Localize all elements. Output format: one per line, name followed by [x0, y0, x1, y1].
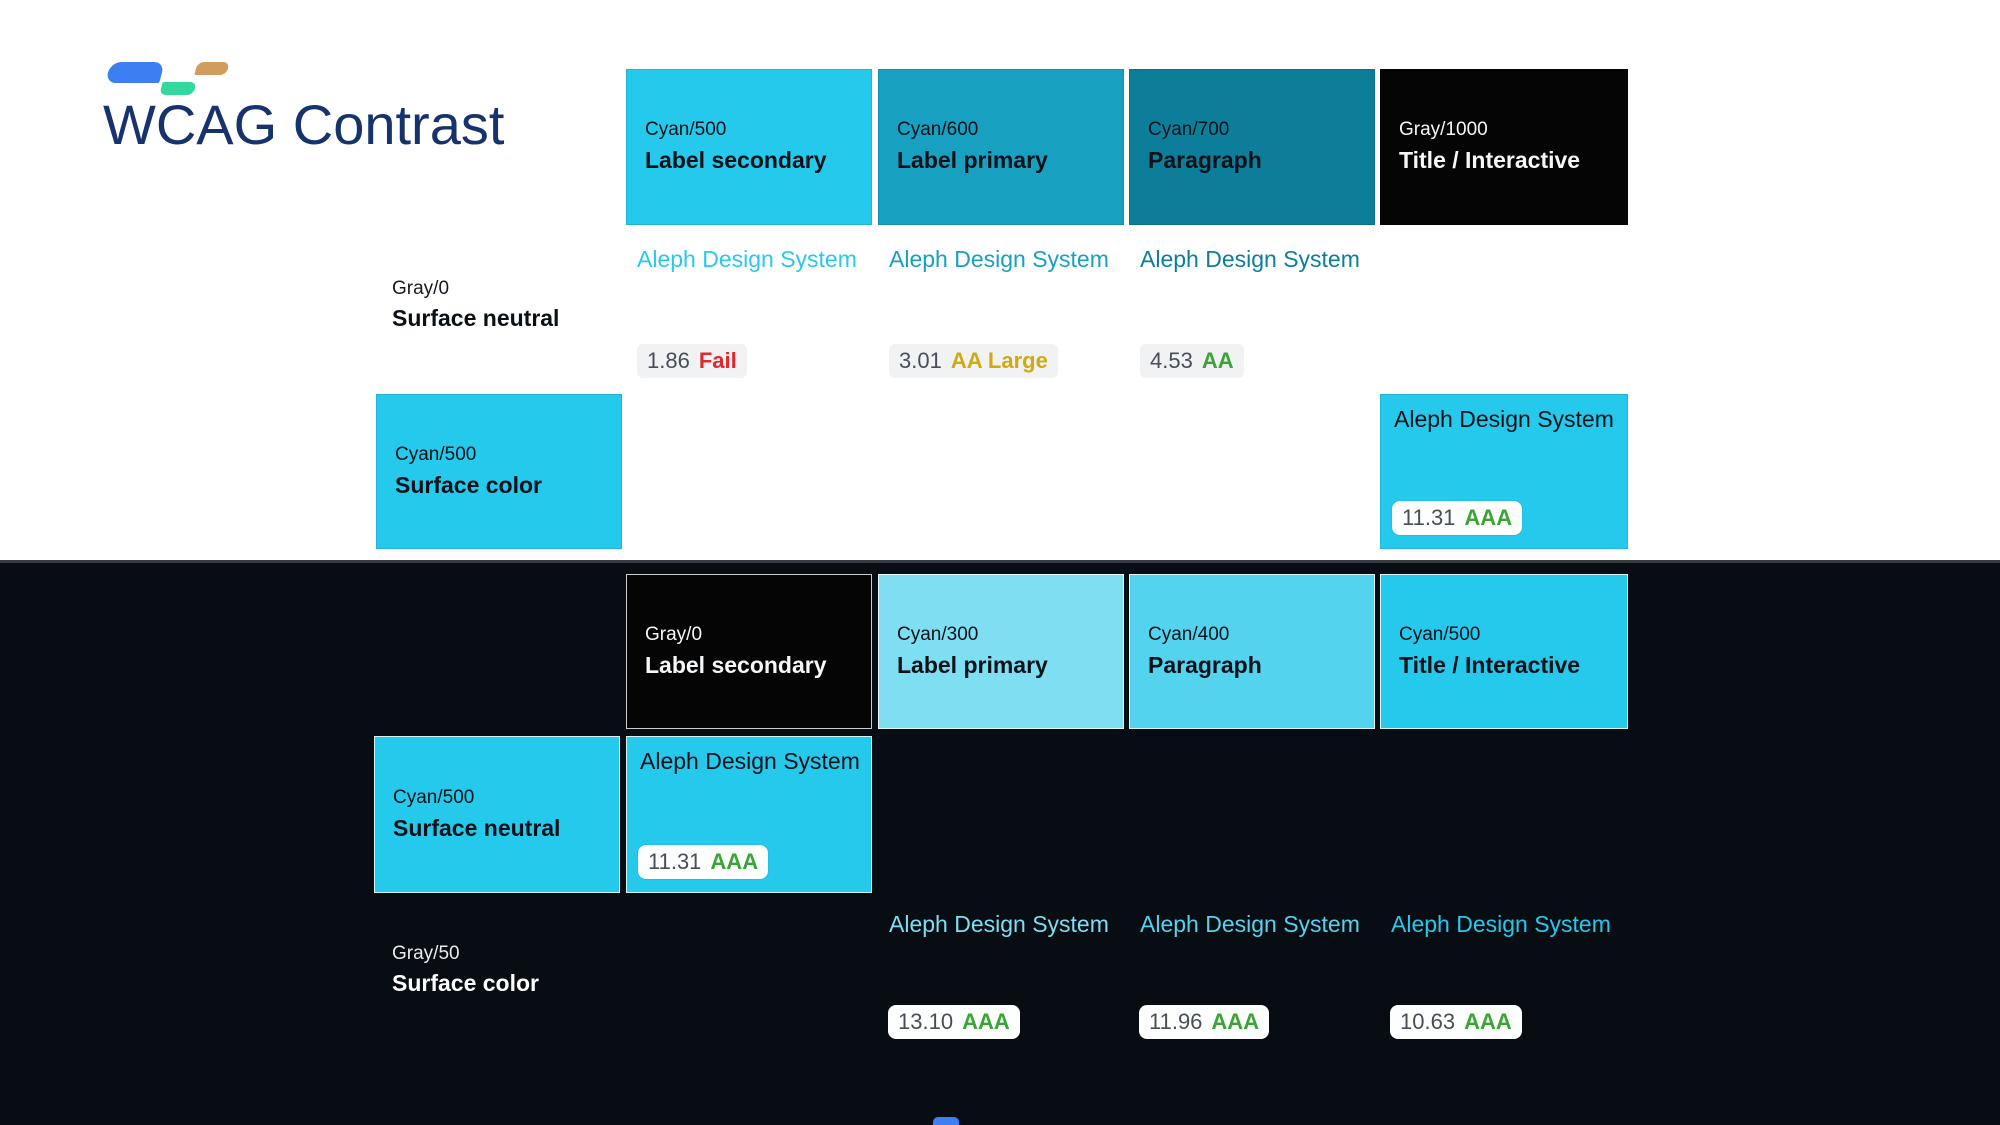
color-swatch-cyan-700-paragraph: Cyan/700 Paragraph: [1129, 69, 1375, 225]
contrast-badge-aaa: 10.63 AAA: [1390, 1005, 1522, 1039]
swatch-role-label: Paragraph: [1148, 651, 1262, 678]
contrast-badge-aaa: 11.96 AAA: [1139, 1005, 1270, 1039]
sample-text-cyan-400-dark: Aleph Design System: [1140, 911, 1360, 937]
contrast-ratio: 11.31: [648, 849, 702, 874]
surface-swatch-cyan-500-neutral: Cyan/500 Surface neutral: [374, 736, 620, 893]
contrast-status: AAA: [710, 849, 759, 874]
swatch-role-label: Paragraph: [1148, 147, 1262, 174]
sample-text-cyan-500-dark: Aleph Design System: [1391, 911, 1611, 937]
sample-text-on-cyan: Aleph Design System: [1394, 406, 1614, 432]
color-swatch-gray-1000-title-interactive: Gray/1000 Title / Interactive: [1380, 69, 1628, 225]
swatch-token-label: Cyan/600: [897, 119, 979, 141]
contrast-status: AA Large: [950, 348, 1048, 373]
contrast-status: Fail: [698, 348, 737, 373]
contrast-ratio: 11.96: [1149, 1009, 1203, 1034]
contrast-ratio: 11.31: [1402, 505, 1456, 530]
contrast-ratio: 10.63: [1400, 1009, 1456, 1034]
surface-color-token: Gray/50: [392, 943, 460, 964]
sample-text-on-cyan: Aleph Design System: [640, 748, 860, 774]
contrast-status: AAA: [1211, 1009, 1260, 1034]
swatch-token-label: Cyan/300: [897, 623, 979, 645]
contrast-ratio: 4.53: [1150, 348, 1193, 373]
swatch-role-label: Label primary: [897, 147, 1048, 174]
contrast-badge-aaa: 11.31 AAA: [1392, 501, 1523, 535]
contrast-ratio: 13.10: [898, 1009, 954, 1034]
sample-text-cyan-300-dark: Aleph Design System: [889, 911, 1109, 937]
light-section: WCAG Contrast Cyan/500 Label secondary C…: [0, 0, 2000, 560]
surface-neutral-name: Surface neutral: [392, 305, 560, 331]
contrast-badge-aa: 4.53 AA: [1140, 344, 1244, 378]
surface-color-name: Surface color: [392, 970, 539, 996]
contrast-badge-aaa: 11.31 AAA: [638, 845, 769, 879]
sample-text-cyan-700: Aleph Design System: [1140, 246, 1360, 272]
swatch-role-label: Title / Interactive: [1399, 147, 1581, 174]
page-title: WCAG Contrast: [103, 93, 505, 156]
contrast-status: AAA: [962, 1009, 1010, 1034]
contrast-badge-aaa: 13.10 AAA: [888, 1005, 1020, 1039]
swatch-token-label: Gray/0: [645, 623, 703, 645]
contrast-ratio: 3.01: [899, 348, 942, 373]
contrast-status: AA: [1201, 348, 1234, 373]
swatch-role-label: Label secondary: [645, 147, 827, 174]
contrast-ratio: 1.86: [647, 348, 690, 373]
color-swatch-cyan-300-label-primary: Cyan/300 Label primary: [878, 574, 1124, 729]
color-swatch-cyan-500-label-secondary: Cyan/500 Label secondary: [626, 69, 872, 225]
swatch-token-label: Cyan/700: [1148, 119, 1230, 141]
contrast-badge-aa-large: 3.01 AA Large: [889, 344, 1058, 378]
color-swatch-cyan-400-paragraph: Cyan/400 Paragraph: [1129, 574, 1375, 729]
swatch-role-label: Surface neutral: [393, 814, 561, 841]
surface-swatch-cyan-500: Cyan/500 Surface color: [376, 394, 622, 549]
swatch-role-label: Title / Interactive: [1399, 651, 1581, 678]
swatch-role-label: Label secondary: [645, 651, 827, 678]
contrast-status: AAA: [1464, 1009, 1512, 1034]
logo-orange-leaf-icon: [194, 62, 230, 75]
color-swatch-gray-0-label-secondary: Gray/0 Label secondary: [626, 574, 872, 729]
swatch-token-label: Cyan/400: [1148, 623, 1230, 645]
swatch-role-label: Label primary: [897, 651, 1048, 678]
swatch-token-label: Cyan/500: [1399, 623, 1481, 645]
swatch-role-label: Surface color: [395, 471, 542, 498]
swatch-token-label: Cyan/500: [395, 443, 477, 465]
surface-neutral-token: Gray/0: [392, 278, 450, 299]
bottom-accent-icon: [933, 1117, 959, 1125]
swatch-token-label: Gray/1000: [1399, 119, 1488, 141]
contrast-status: AAA: [1464, 505, 1513, 530]
color-swatch-cyan-600-label-primary: Cyan/600 Label primary: [878, 69, 1124, 225]
swatch-token-label: Cyan/500: [393, 786, 475, 808]
result-box-gray-on-cyan-dark: Aleph Design System 11.31 AAA: [626, 736, 872, 893]
sample-text-cyan-600: Aleph Design System: [889, 246, 1109, 272]
sample-text-cyan-500: Aleph Design System: [637, 246, 857, 272]
color-swatch-cyan-500-title-interactive: Cyan/500 Title / Interactive: [1380, 574, 1628, 729]
result-box-gray-on-cyan: Aleph Design System 11.31 AAA: [1380, 394, 1628, 549]
logo-blue-leaf-icon: [105, 62, 165, 83]
swatch-token-label: Cyan/500: [645, 119, 727, 141]
contrast-badge-fail: 1.86 Fail: [637, 344, 747, 378]
